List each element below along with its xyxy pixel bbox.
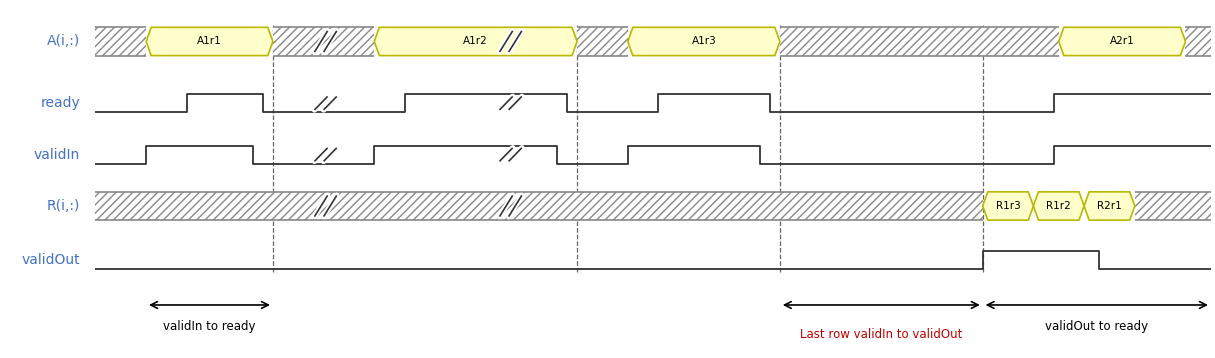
Polygon shape bbox=[374, 27, 577, 55]
Bar bbox=[1135, 192, 1211, 220]
Bar bbox=[273, 27, 374, 55]
Text: validIn to ready: validIn to ready bbox=[163, 320, 255, 333]
Polygon shape bbox=[1034, 192, 1084, 220]
Text: validOut: validOut bbox=[22, 253, 80, 267]
Bar bbox=[96, 27, 146, 55]
Bar bbox=[780, 27, 1058, 55]
Bar bbox=[577, 27, 628, 55]
Text: A1r1: A1r1 bbox=[197, 37, 222, 47]
Polygon shape bbox=[146, 27, 273, 55]
Text: ready: ready bbox=[40, 96, 80, 110]
Text: R2r1: R2r1 bbox=[1097, 201, 1121, 211]
Text: R1r3: R1r3 bbox=[995, 201, 1021, 211]
Text: A1r2: A1r2 bbox=[463, 37, 488, 47]
Text: A(i,:): A(i,:) bbox=[47, 34, 80, 48]
Polygon shape bbox=[1058, 27, 1186, 55]
Text: A1r3: A1r3 bbox=[691, 37, 716, 47]
Text: R(i,:): R(i,:) bbox=[47, 199, 80, 213]
Text: validOut to ready: validOut to ready bbox=[1045, 320, 1148, 333]
Text: validIn: validIn bbox=[34, 147, 80, 161]
Text: R1r2: R1r2 bbox=[1046, 201, 1072, 211]
Polygon shape bbox=[628, 27, 780, 55]
Text: Last row validIn to validOut: Last row validIn to validOut bbox=[801, 328, 962, 341]
Polygon shape bbox=[1084, 192, 1135, 220]
Bar bbox=[96, 192, 983, 220]
Polygon shape bbox=[983, 192, 1034, 220]
Bar bbox=[1186, 27, 1211, 55]
Text: A2r1: A2r1 bbox=[1109, 37, 1135, 47]
